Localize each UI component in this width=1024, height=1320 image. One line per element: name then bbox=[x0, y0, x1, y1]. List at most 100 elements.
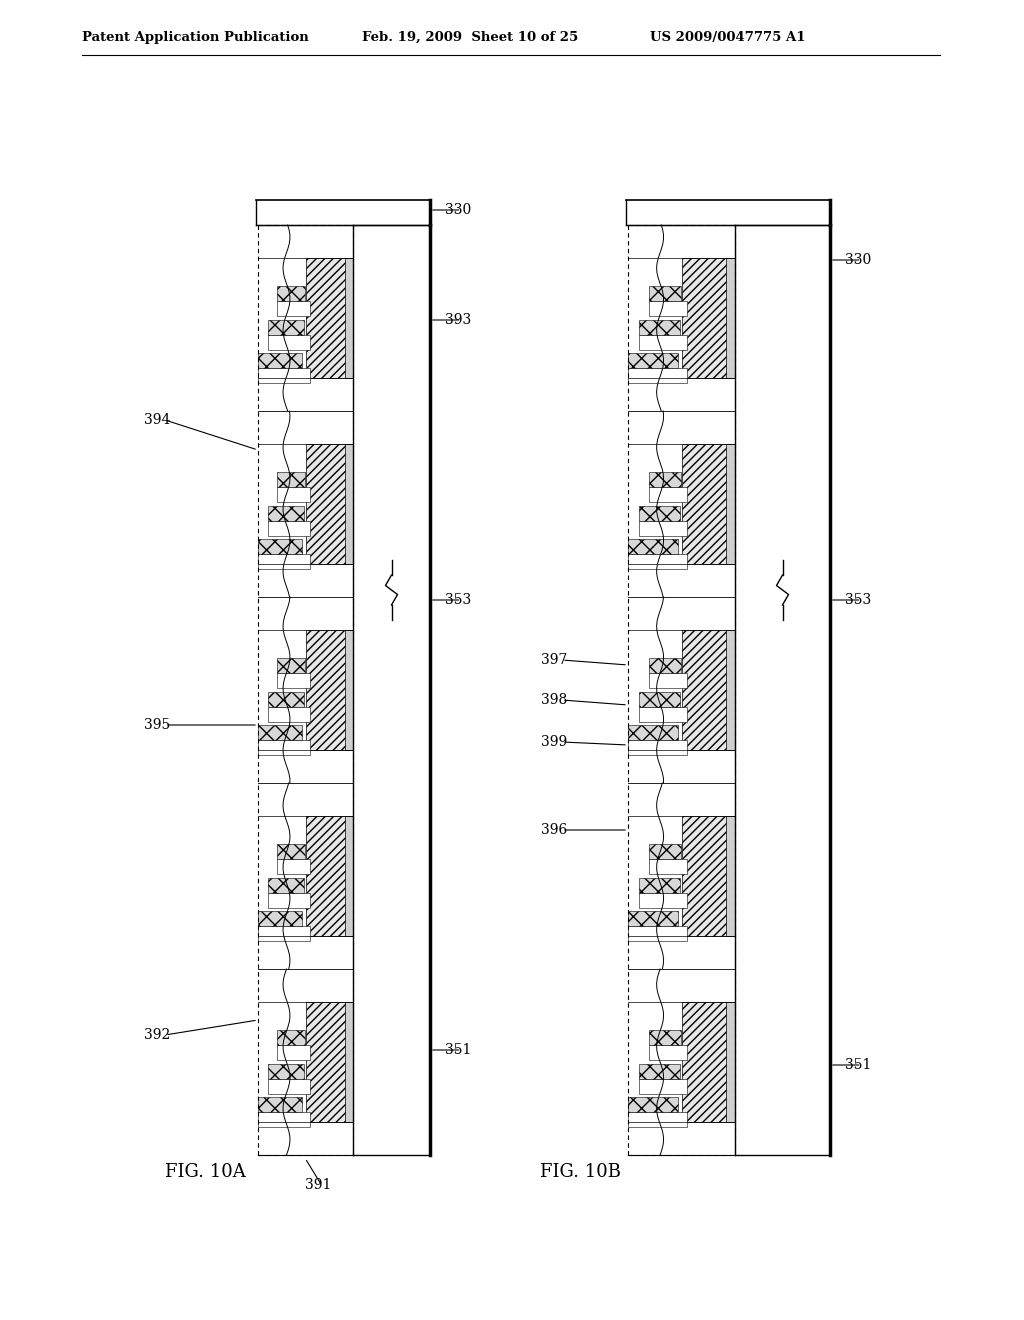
Text: Patent Application Publication: Patent Application Publication bbox=[82, 30, 309, 44]
Bar bbox=[682, 444, 735, 565]
Bar bbox=[278, 659, 305, 673]
Bar bbox=[267, 878, 304, 892]
Bar bbox=[278, 473, 305, 487]
Bar bbox=[278, 301, 310, 315]
Bar bbox=[628, 554, 687, 569]
Bar bbox=[305, 257, 353, 379]
Text: 393: 393 bbox=[445, 313, 471, 327]
Text: 351: 351 bbox=[445, 1043, 471, 1057]
Text: 394: 394 bbox=[144, 413, 170, 426]
Bar bbox=[649, 845, 681, 859]
Text: 392: 392 bbox=[144, 1028, 170, 1041]
Bar bbox=[682, 1002, 735, 1122]
Bar bbox=[649, 859, 687, 874]
Bar bbox=[258, 1097, 302, 1113]
Bar bbox=[278, 1045, 310, 1060]
Bar bbox=[628, 1097, 678, 1113]
Text: 391: 391 bbox=[305, 1177, 332, 1192]
Bar bbox=[267, 1064, 304, 1078]
Bar bbox=[682, 816, 735, 936]
Bar bbox=[345, 444, 353, 565]
Bar bbox=[267, 520, 310, 536]
Bar bbox=[258, 554, 310, 569]
Bar bbox=[649, 473, 681, 487]
Bar bbox=[345, 630, 353, 751]
Bar bbox=[628, 927, 687, 941]
Bar bbox=[639, 335, 687, 350]
Bar bbox=[726, 1002, 735, 1122]
Bar bbox=[639, 1064, 680, 1078]
Bar bbox=[628, 911, 678, 927]
Bar bbox=[345, 816, 353, 936]
Text: 330: 330 bbox=[445, 203, 471, 216]
Bar bbox=[639, 520, 687, 536]
Bar bbox=[258, 1113, 310, 1127]
Bar bbox=[258, 540, 302, 554]
Bar bbox=[345, 1002, 353, 1122]
Bar bbox=[267, 319, 304, 335]
Bar bbox=[267, 335, 310, 350]
Bar bbox=[258, 741, 310, 755]
Bar bbox=[628, 741, 687, 755]
Bar bbox=[258, 726, 302, 741]
Bar bbox=[628, 354, 678, 368]
Text: FIG. 10B: FIG. 10B bbox=[540, 1163, 621, 1181]
Bar bbox=[628, 1113, 687, 1127]
Bar bbox=[639, 692, 680, 706]
Bar bbox=[649, 659, 681, 673]
Bar bbox=[639, 319, 680, 335]
Bar bbox=[278, 1031, 305, 1045]
Bar bbox=[305, 1002, 353, 1122]
Bar bbox=[726, 630, 735, 751]
Bar bbox=[682, 630, 735, 751]
Bar bbox=[278, 845, 305, 859]
Bar bbox=[639, 878, 680, 892]
Bar bbox=[278, 673, 310, 688]
Bar bbox=[726, 257, 735, 379]
Bar bbox=[258, 927, 310, 941]
Bar bbox=[278, 859, 310, 874]
Bar bbox=[639, 706, 687, 722]
Bar bbox=[649, 673, 687, 688]
Bar bbox=[649, 1045, 687, 1060]
Bar bbox=[649, 286, 681, 301]
Bar bbox=[267, 1078, 310, 1093]
Bar bbox=[305, 444, 353, 565]
Bar bbox=[639, 506, 680, 520]
Text: 330: 330 bbox=[845, 253, 871, 267]
Text: Feb. 19, 2009  Sheet 10 of 25: Feb. 19, 2009 Sheet 10 of 25 bbox=[362, 30, 579, 44]
Bar bbox=[278, 487, 310, 502]
Bar bbox=[649, 301, 687, 315]
Text: 353: 353 bbox=[445, 593, 471, 607]
Bar bbox=[649, 1031, 681, 1045]
Bar bbox=[267, 706, 310, 722]
Bar bbox=[305, 816, 353, 936]
Bar bbox=[682, 257, 735, 379]
Text: FIG. 10A: FIG. 10A bbox=[165, 1163, 246, 1181]
Bar bbox=[305, 630, 353, 751]
Bar bbox=[628, 368, 687, 383]
Text: 351: 351 bbox=[845, 1059, 871, 1072]
Text: 396: 396 bbox=[541, 822, 567, 837]
Bar bbox=[258, 911, 302, 927]
Bar bbox=[258, 354, 302, 368]
Text: 395: 395 bbox=[144, 718, 170, 733]
Bar bbox=[639, 892, 687, 908]
Bar bbox=[278, 286, 305, 301]
Text: 397: 397 bbox=[541, 653, 567, 667]
Bar bbox=[628, 540, 678, 554]
Bar bbox=[639, 1078, 687, 1093]
Text: 399: 399 bbox=[541, 735, 567, 748]
Bar bbox=[726, 816, 735, 936]
Bar bbox=[345, 257, 353, 379]
Bar bbox=[267, 692, 304, 706]
Text: US 2009/0047775 A1: US 2009/0047775 A1 bbox=[650, 30, 806, 44]
Bar bbox=[628, 726, 678, 741]
Text: 353: 353 bbox=[845, 593, 871, 607]
Bar bbox=[726, 444, 735, 565]
Bar bbox=[258, 368, 310, 383]
Bar bbox=[267, 506, 304, 520]
Text: 398: 398 bbox=[541, 693, 567, 708]
Bar bbox=[649, 487, 687, 502]
Bar bbox=[267, 892, 310, 908]
